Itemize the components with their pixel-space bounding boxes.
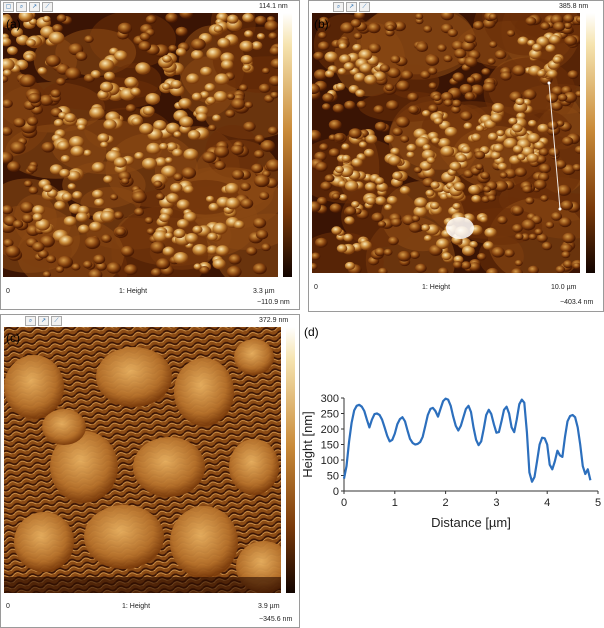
channel-label-c: 1: Height (122, 603, 151, 610)
arrow-icon[interactable]: ↗ (29, 2, 40, 12)
xstart-label-a: 0 (6, 288, 10, 295)
panel-c: ⌕ ↗ ⟋ 372.9 nm 0 1: Height 3.9 µm −345.6… (0, 314, 300, 628)
color-scale-c (286, 327, 295, 593)
scan-size-label-c: 3.9 µm (258, 603, 280, 610)
panel-label-a: (a) (6, 17, 21, 31)
line-icon[interactable]: ⟋ (42, 2, 53, 12)
zoom-icon[interactable]: ⌕ (333, 2, 344, 12)
toolbar-c: ⌕ ↗ ⟋ (25, 316, 62, 326)
x-tick-label: 5 (595, 497, 601, 509)
toolbar-b: ⌕ ↗ ⟋ (333, 2, 370, 12)
y-axis-label: Height [nm] (300, 411, 315, 477)
y-tick-label: 300 (321, 393, 339, 405)
toolbar-a: ▢ ⌕ ↗ ⟋ (3, 2, 53, 12)
scan-size-label-a: 3.3 µm (253, 288, 275, 295)
x-axis-label: Distance [µm] (431, 515, 511, 530)
zoom-icon[interactable]: ⌕ (25, 316, 36, 326)
xstart-label-c: 0 (6, 603, 10, 610)
y-tick-label: 0 (333, 486, 339, 498)
afm-image-b (312, 13, 580, 273)
color-scale-a (283, 13, 292, 277)
zmax-label-a: 114.1 nm (259, 3, 288, 10)
y-tick-label: 200 (321, 424, 339, 436)
color-scale-b (586, 13, 595, 273)
panel-b: ⌕ ↗ ⟋ 385.8 nm 0 1: Height 10.0 µm −403.… (308, 0, 604, 312)
y-tick-label: 150 (321, 440, 339, 452)
afm-topography-b (312, 13, 580, 273)
zmax-label-b: 385.8 nm (559, 3, 589, 10)
scan-size-label-b: 10.0 µm (551, 284, 577, 291)
zmin-label-b: −403.4 nm (560, 299, 594, 306)
x-tick-label: 4 (544, 497, 550, 509)
x-tick-label: 0 (341, 497, 347, 509)
afm-image-c (4, 327, 281, 593)
panel-label-c: (c) (6, 331, 20, 345)
channel-label-a: 1: Height (119, 288, 148, 295)
arrow-icon[interactable]: ↗ (38, 316, 49, 326)
x-tick-label: 3 (493, 497, 499, 509)
line-icon[interactable]: ⟋ (51, 316, 62, 326)
y-tick-label: 250 (321, 409, 339, 421)
afm-frame-b: ⌕ ↗ ⟋ 385.8 nm 0 1: Height 10.0 µm −403.… (308, 0, 604, 312)
zmax-label-c: 372.9 nm (259, 317, 289, 324)
zoom-icon[interactable]: ⌕ (16, 2, 27, 12)
afm-frame-a: ▢ ⌕ ↗ ⟋ 114.1 nm 0 1: Height 3.3 µm −110… (0, 0, 300, 310)
afm-frame-c: ⌕ ↗ ⟋ 372.9 nm 0 1: Height 3.9 µm −345.6… (0, 314, 300, 628)
height-profile-chart: 0 50 100 150 200 250 300 0 1 2 3 4 5 Distance [µm] Hei… (300, 393, 601, 530)
xstart-label-b: 0 (314, 284, 318, 291)
panel-label-d: (d) (304, 325, 319, 339)
afm-topography-a (3, 13, 278, 277)
zmin-label-a: −110.9 nm (257, 299, 290, 306)
channel-label-b: 1: Height (422, 284, 451, 291)
panel-a: ▢ ⌕ ↗ ⟋ 114.1 nm 0 1: Height 3.3 µm −110… (0, 0, 300, 310)
afm-image-a (3, 13, 278, 277)
x-tick-label: 2 (443, 497, 449, 509)
y-tick-label: 100 (321, 455, 339, 467)
chart-axes: 0 50 100 150 200 250 300 0 1 2 3 4 5 (321, 393, 601, 509)
series-line-0 (342, 397, 592, 483)
window-icon[interactable]: ▢ (3, 2, 14, 12)
x-tick-label: 1 (392, 497, 398, 509)
panel-label-b: (b) (314, 17, 329, 31)
afm-topography-c (4, 327, 281, 593)
line-icon[interactable]: ⟋ (359, 2, 370, 12)
arrow-icon[interactable]: ↗ (346, 2, 357, 12)
y-tick-label: 50 (327, 471, 339, 483)
zmin-label-c: −345.6 nm (259, 616, 293, 623)
